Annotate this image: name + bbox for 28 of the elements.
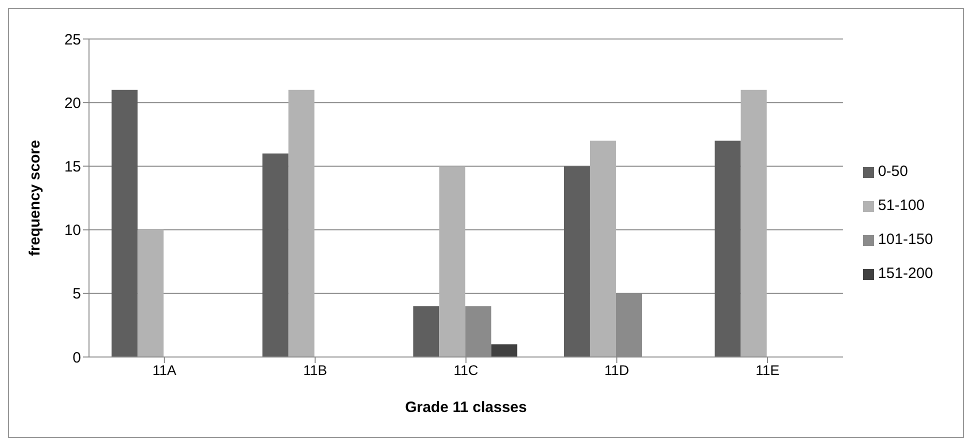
legend-label: 51-100 [878, 197, 925, 214]
y-tick-label: 0 [72, 349, 81, 366]
bar [262, 153, 288, 357]
y-tick-label: 25 [64, 31, 81, 48]
x-tick-label: 11B [303, 362, 328, 378]
legend-label: 151-200 [878, 265, 933, 282]
legend-label: 0-50 [878, 163, 908, 180]
bar [740, 90, 767, 357]
bar [138, 230, 164, 357]
y-tick-label: 10 [64, 222, 81, 240]
bar [714, 140, 741, 357]
bar [413, 306, 440, 357]
legend-label: 101-150 [878, 231, 933, 248]
bar [112, 90, 138, 357]
bar [564, 166, 590, 357]
y-tick-label: 15 [64, 158, 81, 176]
y-tick-label: 20 [64, 94, 81, 112]
bar [439, 166, 466, 357]
bar [590, 140, 616, 357]
bar [491, 344, 518, 357]
x-tick-label: 11C [454, 362, 478, 378]
x-axis-title: Grade 11 classes [405, 399, 527, 416]
x-tick-label: 11A [152, 362, 177, 378]
x-tick-label: 11D [604, 362, 630, 378]
bar [288, 90, 314, 357]
y-tick-label: 5 [72, 286, 81, 303]
y-axis-title: frequency score [26, 140, 44, 256]
x-tick-label: 11E [756, 362, 780, 378]
